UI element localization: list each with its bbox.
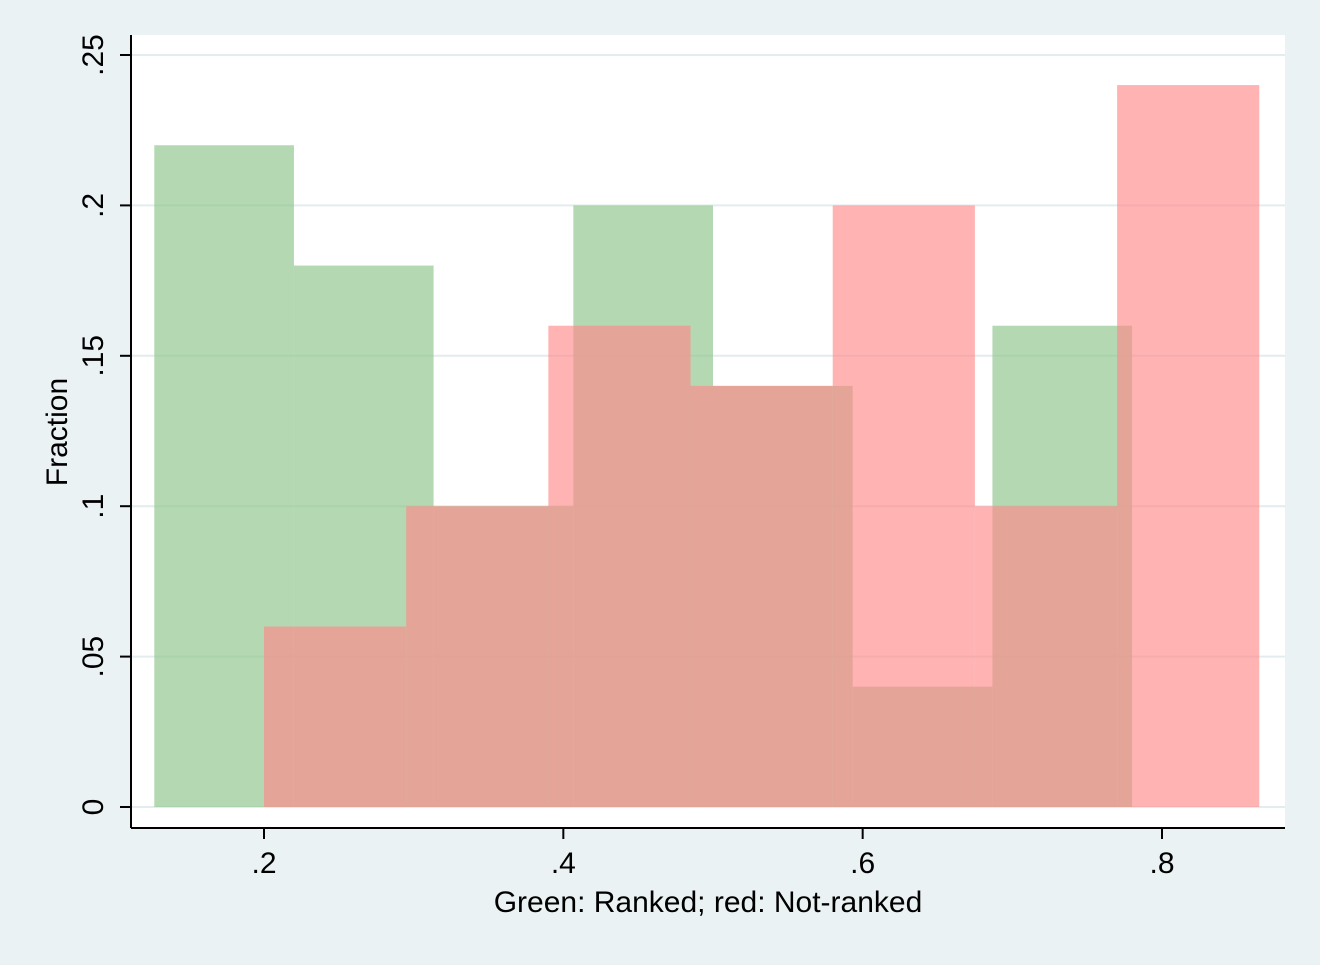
- histogram-bar: [690, 385, 833, 807]
- y-axis-title: Fraction: [41, 378, 74, 486]
- axes: [120, 35, 1285, 839]
- histogram-bar: [974, 506, 1118, 807]
- histogram-bars: [154, 85, 1260, 808]
- y-tick-label: 0: [77, 799, 110, 816]
- x-axis-title: Green: Ranked; red: Not-ranked: [494, 886, 923, 919]
- histogram-bar: [1117, 85, 1260, 807]
- tick-labels: 0 .05 .1 .15 .2 .25 .2 .4 .6 .8: [77, 34, 1175, 880]
- series-not-ranked: [264, 85, 1260, 807]
- y-tick-label: .25: [77, 34, 110, 76]
- y-tick-label: .2: [77, 193, 110, 218]
- x-tick-label: .8: [1149, 847, 1174, 880]
- x-tick-label: .2: [251, 847, 276, 880]
- y-tick-label: .1: [77, 494, 110, 519]
- histogram-bar: [832, 205, 975, 807]
- x-tick-label: .4: [551, 847, 576, 880]
- x-tick-label: .6: [850, 847, 875, 880]
- y-tick-label: .15: [77, 335, 110, 377]
- y-tick-label: .05: [77, 636, 110, 678]
- histogram-bar: [406, 506, 549, 807]
- histogram-bar: [264, 626, 407, 807]
- histogram-bar: [548, 325, 691, 807]
